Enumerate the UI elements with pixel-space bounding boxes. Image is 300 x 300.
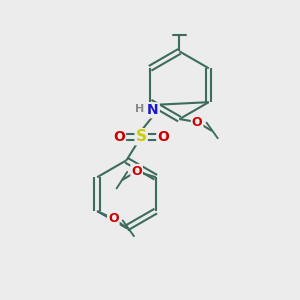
Text: N: N [147, 103, 159, 117]
Text: O: O [192, 116, 203, 128]
Text: O: O [113, 130, 125, 144]
Text: O: O [108, 212, 119, 225]
Text: H: H [135, 104, 144, 114]
Text: O: O [131, 165, 142, 178]
Text: S: S [136, 129, 147, 144]
Text: O: O [157, 130, 169, 144]
